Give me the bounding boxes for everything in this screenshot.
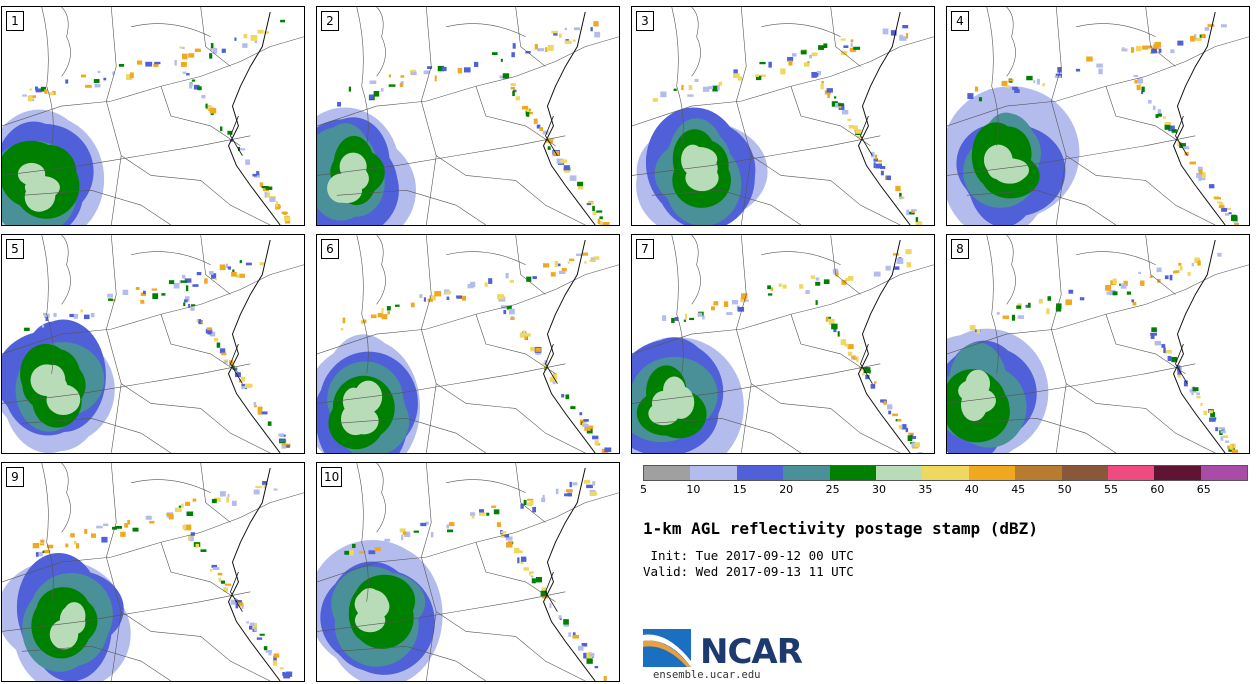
reflectivity-map <box>317 235 619 453</box>
colorbar-tick-label: 45 <box>1011 483 1026 496</box>
member-number-label: 3 <box>636 11 654 31</box>
colorbar-tick-label: 20 <box>779 483 794 496</box>
colorbar-tick-label: 10 <box>686 483 701 496</box>
colorbar-segment <box>1107 466 1155 480</box>
ensemble-member-panel: 6 <box>316 234 620 454</box>
logo-url: ensemble.ucar.edu <box>653 669 761 681</box>
reflectivity-map <box>947 235 1249 453</box>
ensemble-member-panel: 2 <box>316 6 620 226</box>
member-number-label: 7 <box>636 239 654 259</box>
ensemble-member-panel: 7 <box>631 234 935 454</box>
colorbar-segment <box>736 466 784 480</box>
member-number-label: 5 <box>6 239 24 259</box>
colorbar-tick-label: 35 <box>918 483 933 496</box>
ensemble-member-panel: 5 <box>1 234 305 454</box>
member-number-label: 6 <box>321 239 339 259</box>
ensemble-member-panel: 3 <box>631 6 935 226</box>
reflectivity-colorbar <box>643 465 1249 481</box>
colorbar-segment <box>783 466 830 480</box>
colorbar-tick-label: 50 <box>1057 483 1072 496</box>
member-number-label: 8 <box>951 239 969 259</box>
reflectivity-map <box>317 7 619 225</box>
ensemble-member-panel: 10 <box>316 462 620 682</box>
colorbar-segment <box>644 466 691 480</box>
member-number-label: 10 <box>321 467 343 487</box>
reflectivity-map <box>2 235 304 453</box>
ensemble-member-panel: 4 <box>946 6 1250 226</box>
colorbar-tick-label: 30 <box>872 483 886 496</box>
colorbar-segment <box>690 466 737 480</box>
ensemble-member-panel: 1 <box>1 6 305 226</box>
colorbar-tick-label: 55 <box>1104 483 1118 496</box>
ncar-logo-icon <box>643 629 691 667</box>
colorbar-segment <box>1154 466 1201 480</box>
reflectivity-map <box>2 463 304 681</box>
colorbar-segment <box>968 466 1016 480</box>
colorbar-segment <box>1200 466 1248 480</box>
ensemble-member-panel: 8 <box>946 234 1250 454</box>
reflectivity-map <box>2 7 304 225</box>
logo-name: NCAR <box>700 632 803 672</box>
member-number-label: 9 <box>6 467 24 487</box>
colorbar-tick-label: 25 <box>825 483 840 496</box>
colorbar-tick-label: 5 <box>640 483 647 496</box>
figure-title: 1-km AGL reflectivity postage stamp (dBZ… <box>643 519 1038 538</box>
reflectivity-map <box>632 7 934 225</box>
member-number-label: 4 <box>951 11 969 31</box>
member-number-label: 2 <box>321 11 339 31</box>
colorbar-segment <box>1061 466 1108 480</box>
valid-time: Valid: Wed 2017-09-13 11 UTC <box>643 564 854 579</box>
colorbar-tick-label: 65 <box>1196 483 1211 496</box>
colorbar-segment <box>875 466 923 480</box>
colorbar-tick-label: 40 <box>964 483 979 496</box>
colorbar-tick-label: 60 <box>1150 483 1165 496</box>
ensemble-member-panel: 9 <box>1 462 305 682</box>
reflectivity-map <box>947 7 1249 225</box>
init-time: Init: Tue 2017-09-12 00 UTC <box>643 548 854 563</box>
member-number-label: 1 <box>6 11 24 31</box>
reflectivity-map <box>317 463 619 681</box>
colorbar-segment <box>1015 466 1062 480</box>
colorbar-tick-label: 15 <box>732 483 747 496</box>
reflectivity-map <box>632 235 934 453</box>
colorbar-segment <box>829 466 876 480</box>
colorbar-segment <box>922 466 969 480</box>
